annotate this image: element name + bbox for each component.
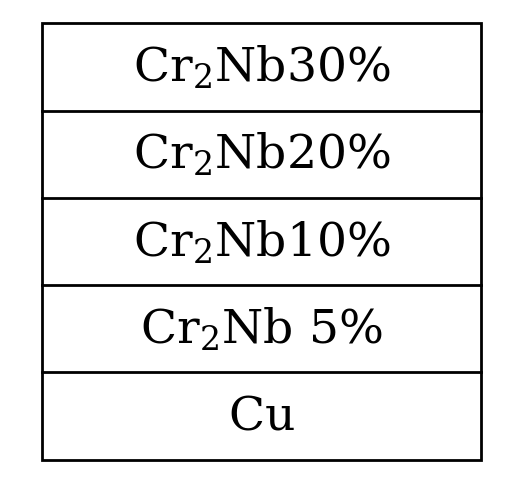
Text: $\mathregular{Cr}$$_{\mathregular{2}}$$\mathregular{Nb30\%}$: $\mathregular{Cr}$$_{\mathregular{2}}$$\… — [133, 44, 390, 91]
Text: $\mathregular{Cr}$$_{\mathregular{2}}$$\mathregular{Nb20\%}$: $\mathregular{Cr}$$_{\mathregular{2}}$$\… — [133, 131, 390, 179]
Text: $\mathregular{Cr}$$_{\mathregular{2}}$$\mathregular{Nb\ 5\%}$: $\mathregular{Cr}$$_{\mathregular{2}}$$\… — [140, 305, 383, 353]
Bar — [42, 24, 481, 460]
Text: $\mathregular{Cu}$: $\mathregular{Cu}$ — [228, 393, 295, 439]
Text: $\mathregular{Cr}$$_{\mathregular{2}}$$\mathregular{Nb10\%}$: $\mathregular{Cr}$$_{\mathregular{2}}$$\… — [133, 218, 390, 266]
